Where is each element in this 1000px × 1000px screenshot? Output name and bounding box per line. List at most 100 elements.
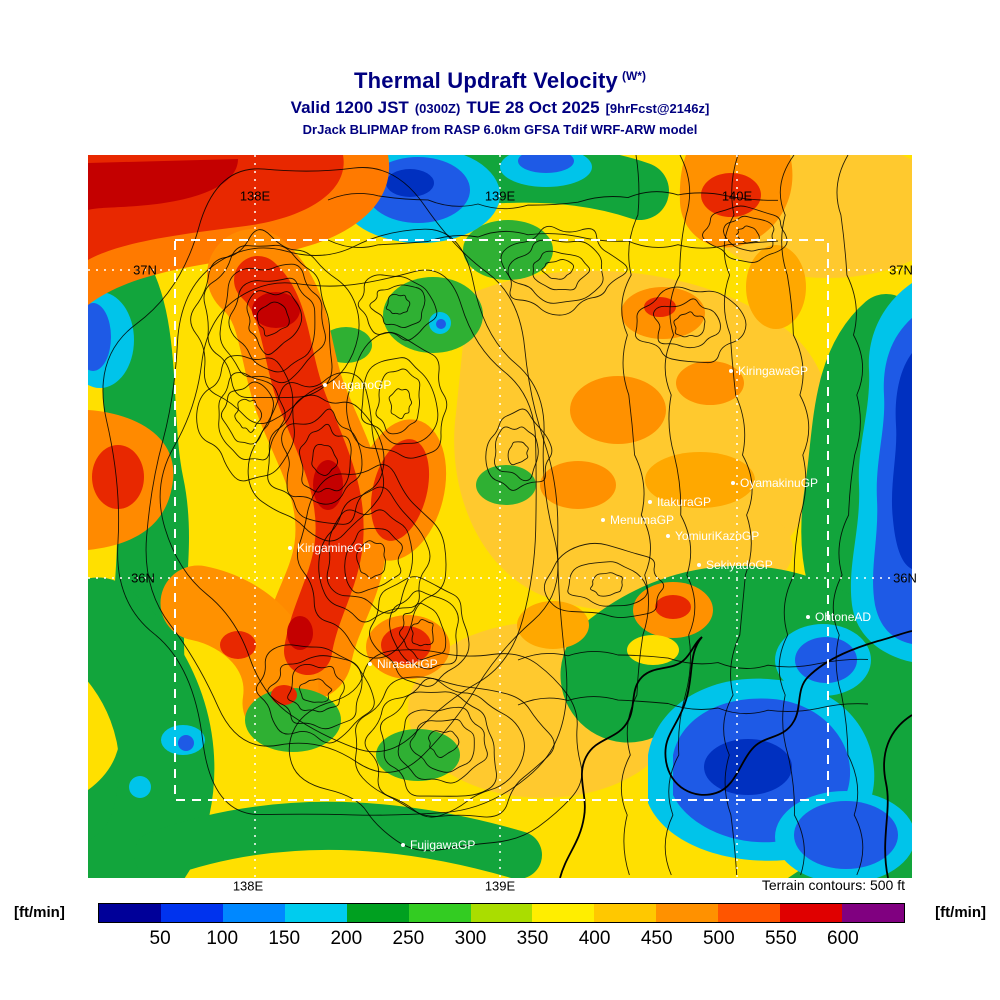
colorbar-segment [284,904,347,922]
contour-line [664,155,696,876]
colorbar-tick: 200 [330,928,363,949]
contour-line [311,444,338,476]
colorbar-tick: 400 [578,928,611,949]
contour-line [196,355,295,482]
contour-line [344,527,403,594]
contour-line [589,572,623,597]
terrain-contour-lines [102,155,869,876]
colorbar-segment [594,904,657,922]
contour-line [673,311,706,338]
contour-line [299,678,333,703]
forecast-tag: [9hrFcst@2146z] [605,101,710,116]
colorbar-tick: 100 [206,928,239,949]
contour-line [357,274,438,341]
contour-line [397,706,488,784]
contour-line [267,394,385,525]
velocity-map-canvas [88,155,912,878]
lon-label-bottom: 138E [232,878,264,894]
contour-line [234,398,263,433]
contour-line [634,286,747,364]
colorbar-segment [842,904,904,922]
contour-line [428,730,460,758]
contour-line [364,677,525,818]
colorbar-tick: 250 [392,928,425,949]
contour-line [326,509,413,614]
contour-line [507,441,529,466]
colorbar-tick: 350 [516,928,549,949]
contour-line [145,228,559,773]
colorbar-unit-right: [ft/min] [935,904,986,921]
contour-line [159,269,537,753]
contour-line [369,284,426,329]
contour-line [360,357,439,445]
colorbar-ticks: 50 100 150 200 250 300 350 400 450 500 550 600 [98,928,905,952]
contour-line [228,277,316,373]
contour-line [532,250,591,291]
contour-line [409,718,475,773]
contour-line [296,464,447,659]
contour-line [246,290,303,356]
contour-line [385,293,411,315]
valid-date: TUE 28 Oct 2025 [466,98,600,117]
lon-label-bottom: 139E [484,878,516,894]
contour-line [410,619,434,647]
valid-line: Valid 1200 JST (0300Z) TUE 28 Oct 2025 [9hr… [0,98,1000,118]
colorbar-unit-left: [ft/min] [14,904,65,921]
terrain-note: Terrain contours: 500 ft [761,877,905,893]
model-line: DrJack BLIPMAP from RASP 6.0km GFSA Tdif… [302,122,698,137]
contour-line [356,540,386,579]
colorbar-tick: 500 [702,928,735,949]
contour-line [517,651,869,669]
contour-line [190,229,360,425]
contour-line [389,590,459,670]
colorbar-segment [99,904,161,922]
contour-line [247,372,385,542]
colorbar-tick: 300 [454,928,487,949]
contour-line [494,426,539,482]
contour-line [102,167,568,816]
colorbar-segment [346,904,409,922]
contour-line [281,408,363,505]
contour-line [541,259,575,280]
contour-line [375,368,421,435]
contour-line [219,263,326,384]
contour-line [369,576,470,687]
contour-line [485,408,553,491]
contour-line [517,696,869,714]
colorbar-segment [470,904,533,922]
colorbar-tick: 550 [764,928,797,949]
model-domain-boundary [174,239,829,801]
contour-line [543,542,665,619]
colorbar [98,903,905,923]
colorbar-tick: 450 [640,928,673,949]
contour-line [379,691,497,797]
thermal-updraft-map: 138E 139E 140E 37N 37N 36N 36N NaganoGP Kiringa… [88,155,917,878]
title-units-note: (W*) [621,69,646,83]
title-line: Thermal Updraft Velocity (W*) [0,68,1000,94]
latlon-grid-lines [88,155,912,878]
header: Thermal Updraft Velocity (W*) Valid 1200 … [0,68,1000,137]
colorbar-segment [718,904,781,922]
contour-line [399,602,447,661]
coastline-group [559,630,912,878]
colorbar-tick: 150 [268,928,301,949]
contour-line [388,388,413,420]
colorbar-segment [656,904,719,922]
contour-line [500,225,628,316]
contour-line [778,155,810,876]
contour-line [287,663,345,713]
valid-prefix: Valid 1200 JST [290,98,409,117]
coastline-south [883,714,912,878]
colorbar-tick: 600 [827,928,859,949]
colorbar-segment [408,904,471,922]
contour-line [832,155,864,876]
colorbar-segment [222,904,285,922]
contour-line [653,298,721,349]
contour-line [354,676,555,818]
contour-line [288,649,583,852]
page-title: Thermal Updraft Velocity [354,68,618,93]
contour-line [299,423,352,493]
contour-line [256,301,290,337]
contour-line [723,155,753,876]
